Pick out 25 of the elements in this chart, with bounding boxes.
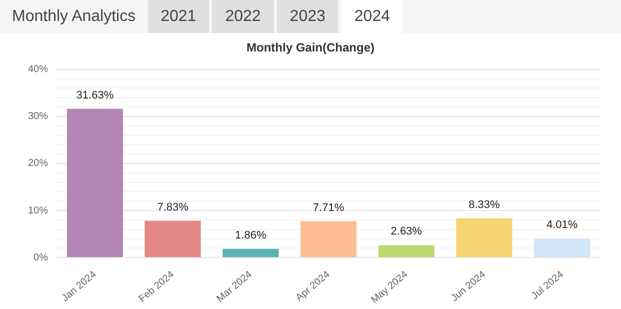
data-label: 2.63%	[390, 226, 422, 238]
data-label: 7.83%	[157, 201, 189, 214]
bar	[456, 218, 512, 258]
bar	[300, 221, 357, 258]
bar	[144, 220, 201, 258]
text: 2022	[212, 0, 274, 33]
data-label: 8.33%	[468, 198, 500, 211]
y-tick-label: 20%	[28, 158, 48, 170]
bar	[222, 248, 279, 258]
y-tick-label: 10%	[28, 205, 48, 216]
y-tick-label: 0%	[34, 252, 48, 264]
data-label: 31.63%	[76, 89, 114, 102]
bar	[534, 238, 590, 258]
text: 2023	[276, 0, 338, 33]
bar	[66, 108, 123, 258]
data-label: 4.01%	[546, 219, 578, 232]
text: Monthly Analytics	[11, 6, 137, 26]
data-label: 7.71%	[312, 202, 344, 214]
y-tick-label: 30%	[28, 111, 48, 122]
text: 2024	[341, 0, 403, 33]
data-label: 1.86%	[235, 229, 266, 242]
bar	[378, 245, 434, 258]
y-tick-label: 40%	[28, 64, 48, 76]
chart-title: Monthly Gain(Change)	[246, 40, 374, 55]
text: 2021	[148, 0, 210, 33]
